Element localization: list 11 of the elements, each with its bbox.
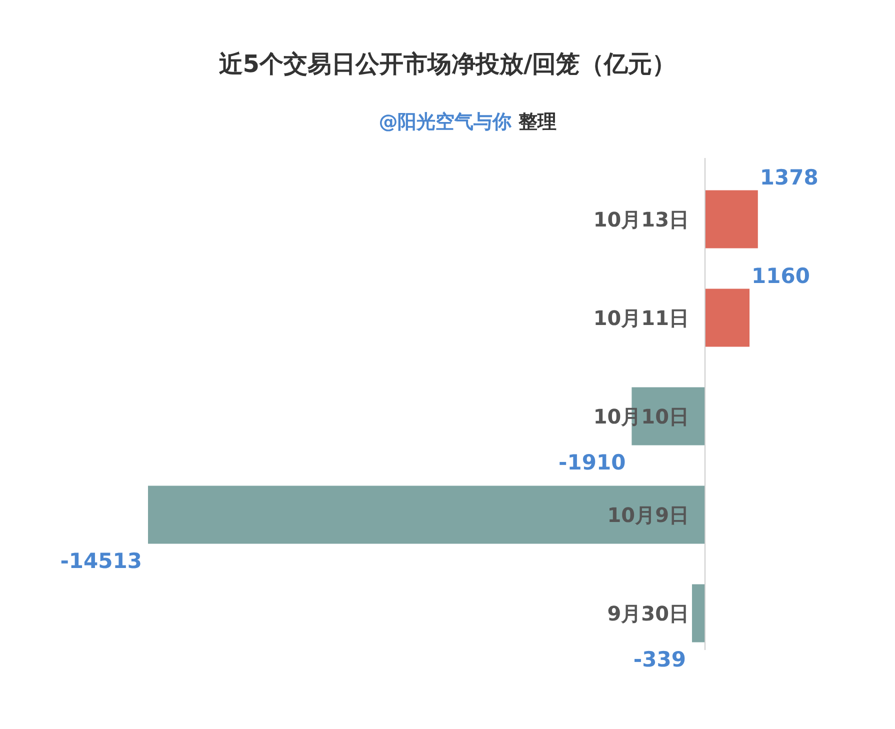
chart-title: 近5个交易日公开市场净投放/回笼（亿元） bbox=[218, 50, 676, 78]
data-label: 1160 bbox=[752, 264, 810, 288]
data-label: -339 bbox=[633, 647, 686, 672]
y-tick-label: 10月13日 bbox=[593, 207, 689, 232]
y-tick-label: 9月30日 bbox=[607, 601, 689, 626]
data-label: -14513 bbox=[60, 548, 142, 573]
data-label: -1910 bbox=[558, 450, 626, 474]
chart-subtitle: @阳光空气与你 整理 bbox=[378, 111, 556, 133]
y-tick-label: 10月9日 bbox=[607, 502, 689, 527]
y-tick-label: 10月11日 bbox=[593, 306, 689, 330]
data-label: 1378 bbox=[760, 165, 818, 190]
